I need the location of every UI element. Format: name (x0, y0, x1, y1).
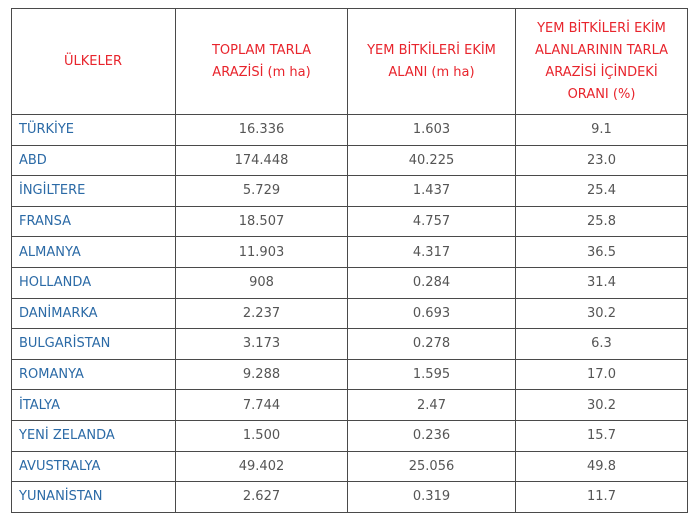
country-cell: İNGİLTERE (11, 175, 176, 207)
forage-area-table: ÜLKELER TOPLAM TARLA ARAZİSİ (m ha) YEM … (11, 8, 688, 513)
country-cell: ALMANYA (11, 236, 176, 268)
total-field-area-cell: 174.448 (175, 144, 348, 177)
forage-ratio-cell: 15.7 (515, 419, 688, 452)
total-field-area-cell: 1.500 (175, 419, 348, 452)
country-cell: AVUSTRALYA (11, 450, 176, 483)
forage-ratio-cell: 31.4 (515, 266, 688, 299)
forage-area-cell: 1.437 (347, 175, 516, 207)
country-cell: BULGARİSTAN (11, 328, 176, 360)
table-row: FRANSA 18.507 4.757 25.8 (11, 205, 688, 238)
header-row: ÜLKELER TOPLAM TARLA ARAZİSİ (m ha) YEM … (11, 8, 688, 115)
header-forage-ratio: YEM BİTKİLERİ EKİM ALANLARININ TARLA ARA… (515, 8, 688, 115)
country-cell: YUNANİSTAN (11, 481, 176, 513)
forage-area-cell: 1.595 (347, 358, 516, 391)
header-total-field-area: TOPLAM TARLA ARAZİSİ (m ha) (175, 8, 348, 115)
table-row: ROMANYA 9.288 1.595 17.0 (11, 358, 688, 391)
forage-area-cell: 40.225 (347, 144, 516, 177)
table-row: AVUSTRALYA 49.402 25.056 49.8 (11, 450, 688, 483)
table-body: TÜRKİYE 16.336 1.603 9.1 ABD 174.448 40.225 23.… (11, 114, 688, 513)
forage-ratio-cell: 25.4 (515, 175, 688, 207)
total-field-area-cell: 49.402 (175, 450, 348, 483)
forage-area-cell: 0.319 (347, 481, 516, 513)
total-field-area-cell: 2.237 (175, 297, 348, 330)
total-field-area-cell: 9.288 (175, 358, 348, 391)
table-header: ÜLKELER TOPLAM TARLA ARAZİSİ (m ha) YEM … (11, 8, 688, 115)
table-container: ÜLKELER TOPLAM TARLA ARAZİSİ (m ha) YEM … (11, 8, 688, 513)
country-cell: DANİMARKA (11, 297, 176, 330)
table-row: DANİMARKA 2.237 0.693 30.2 (11, 297, 688, 330)
country-cell: ROMANYA (11, 358, 176, 391)
forage-ratio-cell: 25.8 (515, 205, 688, 238)
forage-ratio-cell: 49.8 (515, 450, 688, 483)
country-cell: YENİ ZELANDA (11, 419, 176, 452)
table-row: ABD 174.448 40.225 23.0 (11, 144, 688, 177)
total-field-area-cell: 5.729 (175, 175, 348, 207)
table-row: BULGARİSTAN 3.173 0.278 6.3 (11, 328, 688, 360)
forage-area-cell: 1.603 (347, 114, 516, 146)
forage-ratio-cell: 11.7 (515, 481, 688, 513)
forage-area-cell: 4.757 (347, 205, 516, 238)
forage-ratio-cell: 30.2 (515, 297, 688, 330)
total-field-area-cell: 7.744 (175, 389, 348, 421)
forage-area-cell: 0.278 (347, 328, 516, 360)
table-row: İNGİLTERE 5.729 1.437 25.4 (11, 175, 688, 207)
forage-area-cell: 0.693 (347, 297, 516, 330)
total-field-area-cell: 11.903 (175, 236, 348, 268)
country-cell: ABD (11, 144, 176, 177)
country-cell: HOLLANDA (11, 266, 176, 299)
total-field-area-cell: 18.507 (175, 205, 348, 238)
total-field-area-cell: 2.627 (175, 481, 348, 513)
header-forage-area: YEM BİTKİLERİ EKİM ALANI (m ha) (347, 8, 516, 115)
forage-ratio-cell: 9.1 (515, 114, 688, 146)
forage-area-cell: 4.317 (347, 236, 516, 268)
forage-area-cell: 25.056 (347, 450, 516, 483)
country-cell: FRANSA (11, 205, 176, 238)
table-row: İTALYA 7.744 2.47 30.2 (11, 389, 688, 421)
table-row: YENİ ZELANDA 1.500 0.236 15.7 (11, 419, 688, 452)
forage-ratio-cell: 6.3 (515, 328, 688, 360)
forage-area-cell: 0.236 (347, 419, 516, 452)
table-row: HOLLANDA 908 0.284 31.4 (11, 266, 688, 299)
header-countries: ÜLKELER (11, 8, 176, 115)
forage-ratio-cell: 23.0 (515, 144, 688, 177)
forage-ratio-cell: 30.2 (515, 389, 688, 421)
total-field-area-cell: 3.173 (175, 328, 348, 360)
table-row: YUNANİSTAN 2.627 0.319 11.7 (11, 481, 688, 513)
forage-ratio-cell: 17.0 (515, 358, 688, 391)
forage-area-cell: 0.284 (347, 266, 516, 299)
total-field-area-cell: 16.336 (175, 114, 348, 146)
forage-area-cell: 2.47 (347, 389, 516, 421)
total-field-area-cell: 908 (175, 266, 348, 299)
country-cell: İTALYA (11, 389, 176, 421)
country-cell: TÜRKİYE (11, 114, 176, 146)
table-row: TÜRKİYE 16.336 1.603 9.1 (11, 114, 688, 146)
forage-ratio-cell: 36.5 (515, 236, 688, 268)
table-row: ALMANYA 11.903 4.317 36.5 (11, 236, 688, 268)
